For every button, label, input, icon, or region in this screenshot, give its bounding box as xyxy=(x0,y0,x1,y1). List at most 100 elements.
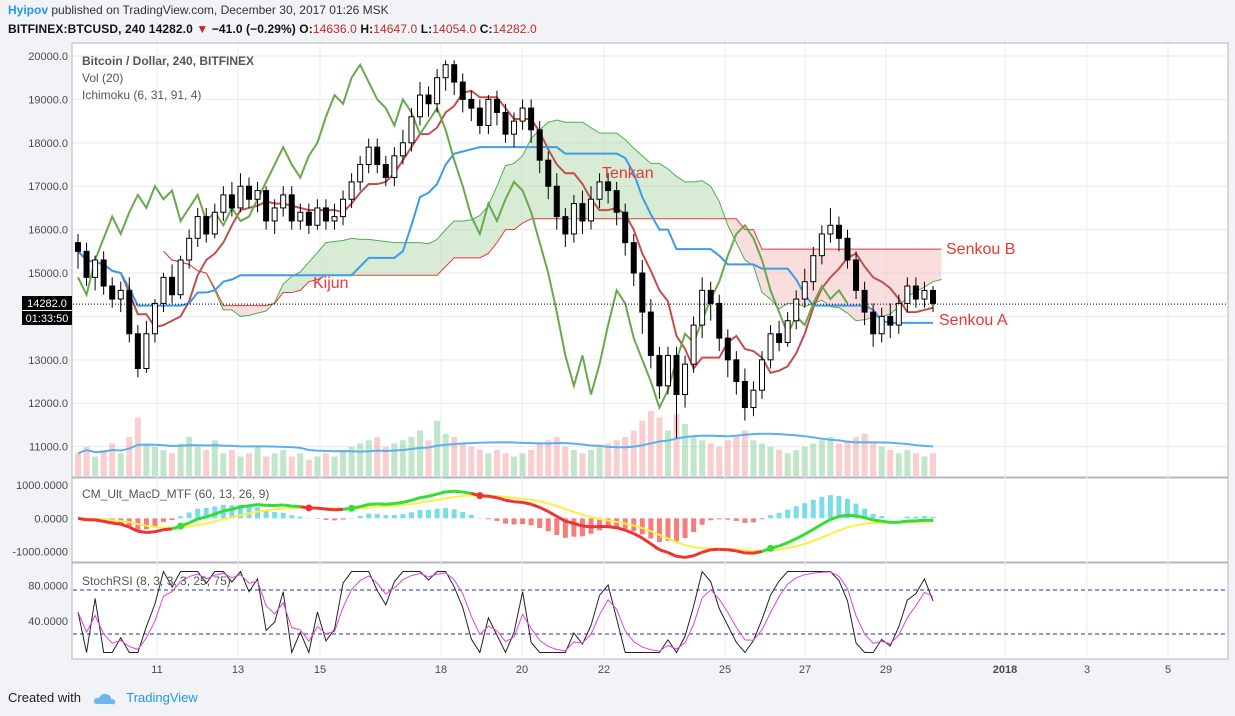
macd-histogram-bar xyxy=(494,518,500,521)
cloud-segment xyxy=(625,139,634,219)
cloud-segment xyxy=(360,239,369,276)
cloud-segment xyxy=(933,249,942,282)
macd-line-segment xyxy=(462,490,472,495)
annotation-tenkan: Tenkan xyxy=(602,165,654,182)
volume-bar xyxy=(921,456,928,476)
macd-line-segment xyxy=(120,522,130,529)
macd-histogram-bar xyxy=(229,505,235,519)
macd-line-segment xyxy=(496,496,506,502)
macd-histogram-bar xyxy=(178,516,184,519)
candle-body xyxy=(374,146,381,166)
candle-body xyxy=(895,302,902,326)
candle-body xyxy=(237,185,244,209)
macd-histogram-bar xyxy=(913,516,919,519)
volume-bar xyxy=(177,443,184,476)
macd-line-segment xyxy=(684,554,694,559)
cloud-segment xyxy=(420,242,429,276)
macd-line-segment xyxy=(701,548,712,554)
high-label: H: xyxy=(360,22,374,36)
footer-brand-link[interactable]: TradingView xyxy=(126,690,198,705)
volume-bar xyxy=(83,446,90,476)
cloud-segment xyxy=(873,249,882,318)
macd-line-segment xyxy=(667,551,678,558)
volume-bar xyxy=(793,450,800,476)
candle-body xyxy=(579,203,586,222)
time-tick-label: 18 xyxy=(435,664,447,676)
volume-bar xyxy=(724,440,731,476)
candle-body xyxy=(553,185,560,218)
candle-body xyxy=(596,181,603,200)
volume-bar xyxy=(297,453,304,476)
cloud-segment xyxy=(462,219,472,258)
author-link[interactable]: Hyipov xyxy=(8,3,49,17)
volume-bar xyxy=(442,433,449,476)
macd-line-segment xyxy=(188,517,199,525)
cloud-segment xyxy=(437,229,446,276)
macd-histogram-bar xyxy=(768,515,774,519)
volume-bar xyxy=(468,446,475,476)
volume-bar xyxy=(528,450,535,476)
macd-histogram-bar xyxy=(161,518,166,522)
candle-body xyxy=(143,333,150,369)
cloud-segment xyxy=(505,163,515,230)
cloud-segment xyxy=(693,180,703,219)
candle-body xyxy=(228,194,235,209)
macd-line-segment xyxy=(847,513,857,518)
macd-line-segment xyxy=(727,548,737,553)
stoch-tick-label: 80.0000 xyxy=(28,581,68,593)
candle-body xyxy=(656,354,663,387)
candle-body xyxy=(408,116,415,144)
candle-body xyxy=(810,255,817,283)
candle-body xyxy=(348,181,355,200)
candle-body xyxy=(451,64,458,83)
macd-histogram-bar xyxy=(237,504,243,519)
macd-histogram-bar xyxy=(691,518,697,532)
candle-body xyxy=(220,194,227,213)
volume-bar xyxy=(827,437,834,476)
cloud-segment xyxy=(343,238,352,276)
volume-bar xyxy=(117,453,124,476)
volume-bar xyxy=(630,430,637,476)
cloud-segment xyxy=(881,249,891,317)
macd-histogram-bar xyxy=(716,518,722,520)
footer-created: Created with xyxy=(8,690,81,705)
macd-line-segment xyxy=(881,519,891,524)
macd-line-segment xyxy=(812,522,823,531)
legend-macd: CM_Ult_MacD_MTF (60, 13, 26, 9) xyxy=(82,487,269,501)
macd-histogram-bar xyxy=(862,508,868,519)
time-tick-label: 15 xyxy=(314,664,326,676)
volume-bar xyxy=(502,453,509,476)
price-panel[interactable] xyxy=(71,42,1229,478)
volume-bar xyxy=(741,430,748,476)
candle-body xyxy=(818,233,825,257)
stoch-panel[interactable] xyxy=(71,562,1229,660)
candle-body xyxy=(263,190,270,222)
legend-vol: Vol (20) xyxy=(82,71,123,85)
candle-body xyxy=(622,211,629,244)
macd-histogram-bar xyxy=(169,518,175,521)
macd-histogram-bar xyxy=(870,513,876,519)
candle-body xyxy=(519,107,526,122)
high-value: 14647.0 xyxy=(373,22,418,36)
volume-bar xyxy=(228,450,235,476)
macd-line-segment xyxy=(359,503,370,509)
macd-histogram-bar xyxy=(391,514,397,519)
macd-line-segment xyxy=(658,548,669,554)
volume-bar xyxy=(545,440,552,476)
down-arrow-icon: ▼ xyxy=(196,22,209,36)
volume-bar xyxy=(203,450,210,476)
cloud-segment xyxy=(710,186,720,219)
cloud-segment xyxy=(565,122,574,219)
cloud-segment xyxy=(573,122,583,219)
candle-body xyxy=(545,159,552,187)
cloud-segment xyxy=(496,165,506,243)
volume-bar xyxy=(853,437,860,476)
macd-line-segment xyxy=(428,492,438,498)
macd-histogram-bar xyxy=(503,518,508,524)
candle-body xyxy=(528,107,535,131)
close-value: 14282.0 xyxy=(492,22,537,36)
cloud-segment xyxy=(779,249,788,309)
macd-line-segment xyxy=(607,525,617,530)
macd-histogram-bar xyxy=(374,513,380,519)
